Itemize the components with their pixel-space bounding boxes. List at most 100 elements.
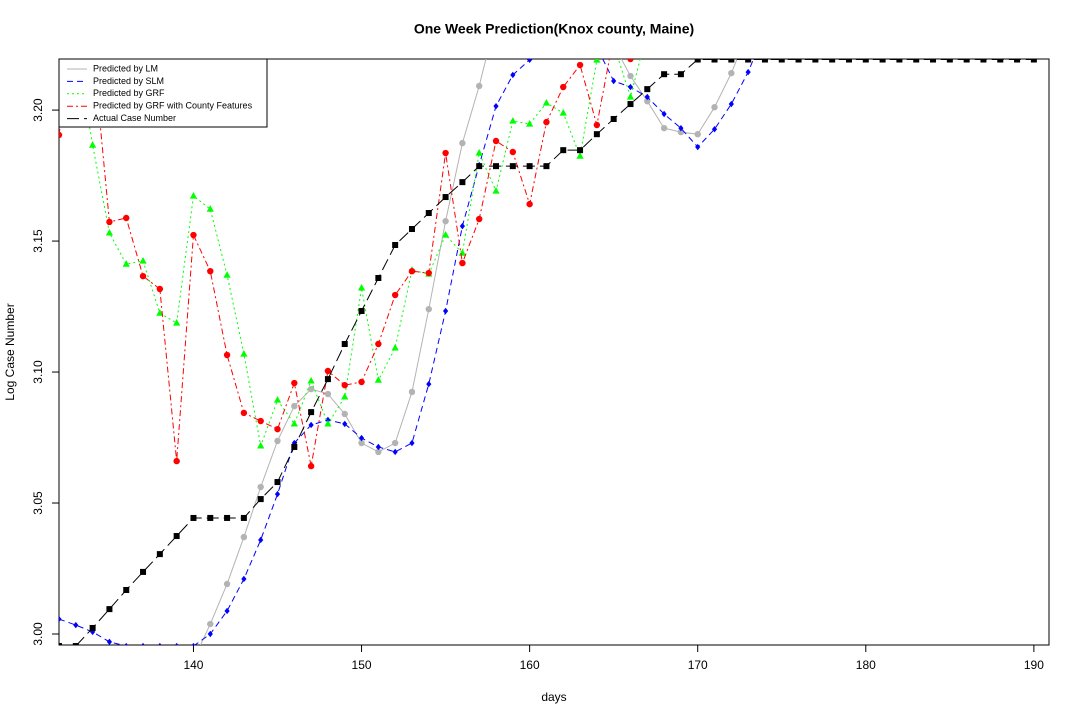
point [59, 615, 62, 623]
point [156, 285, 164, 293]
point [913, 59, 920, 63]
point [106, 673, 112, 679]
point [812, 28, 818, 34]
point [946, 59, 953, 63]
point [274, 479, 281, 486]
point [157, 678, 163, 684]
point [173, 457, 180, 465]
point [1030, 59, 1037, 63]
point [307, 385, 315, 393]
point [509, 163, 516, 170]
point [358, 308, 365, 315]
point [73, 662, 79, 668]
point [610, 41, 616, 47]
point [173, 673, 179, 679]
point [375, 340, 382, 348]
point [240, 533, 248, 541]
point [946, 27, 953, 34]
point [879, 28, 885, 34]
point [728, 59, 735, 63]
point [509, 148, 517, 156]
point [207, 620, 214, 628]
y-tick-label: 3.05 [31, 491, 45, 515]
point [812, 27, 819, 34]
point [1030, 27, 1037, 34]
point [795, 59, 802, 63]
point [392, 448, 398, 456]
point [660, 124, 668, 132]
point [442, 149, 449, 157]
point [644, 86, 651, 93]
point [778, 27, 785, 34]
point [324, 376, 331, 383]
point [392, 241, 399, 248]
point [493, 102, 499, 110]
point [863, 2, 868, 8]
point [694, 59, 701, 63]
point [997, 28, 1003, 34]
point [559, 108, 567, 116]
point [542, 99, 551, 106]
x-tick-label: 140 [183, 658, 203, 672]
legend-label: Predicted by GRF [93, 88, 165, 98]
point [594, 2, 600, 8]
legend: Predicted by LM Predicted by SLM Predicted… [58, 58, 268, 128]
legend-label: Predicted by GRF with County Features [93, 101, 253, 111]
point [796, 2, 801, 8]
point [59, 643, 62, 645]
point [745, 27, 752, 34]
point [408, 267, 416, 275]
point [140, 678, 146, 684]
point [206, 205, 214, 212]
point [981, 2, 986, 8]
point [324, 367, 332, 375]
point [611, 77, 617, 85]
point [425, 305, 432, 313]
point [913, 28, 919, 34]
point [526, 200, 533, 208]
point [711, 104, 718, 111]
point [845, 59, 852, 63]
point [930, 28, 936, 34]
point [761, 27, 768, 34]
point [930, 59, 937, 63]
point [728, 27, 735, 34]
point [627, 59, 634, 63]
point [291, 402, 298, 410]
point [459, 222, 465, 230]
point [408, 226, 415, 233]
point [375, 274, 382, 281]
point [141, 642, 145, 645]
point [425, 269, 432, 277]
x-tick-label: 170 [688, 658, 708, 672]
point [711, 126, 718, 133]
point [442, 217, 449, 225]
point [89, 667, 95, 673]
point [863, 28, 869, 34]
point [947, 28, 953, 34]
point [896, 59, 903, 63]
point [458, 249, 466, 256]
y-tick-label: 3.15 [31, 229, 45, 253]
point [779, 15, 784, 21]
point [728, 100, 734, 108]
point [695, 28, 701, 34]
point [73, 15, 79, 21]
point [560, 83, 567, 91]
point [156, 309, 164, 316]
point [190, 514, 197, 521]
point [728, 69, 735, 77]
point [123, 586, 130, 593]
point [139, 272, 147, 280]
point [576, 152, 584, 159]
y-tick-label: 3.20 [31, 98, 45, 122]
point [274, 437, 281, 445]
point [258, 536, 264, 544]
point [829, 27, 836, 34]
point [929, 27, 936, 34]
point [55, 14, 62, 21]
point [391, 291, 399, 299]
point [661, 71, 668, 78]
point [846, 28, 852, 34]
point [661, 110, 667, 118]
